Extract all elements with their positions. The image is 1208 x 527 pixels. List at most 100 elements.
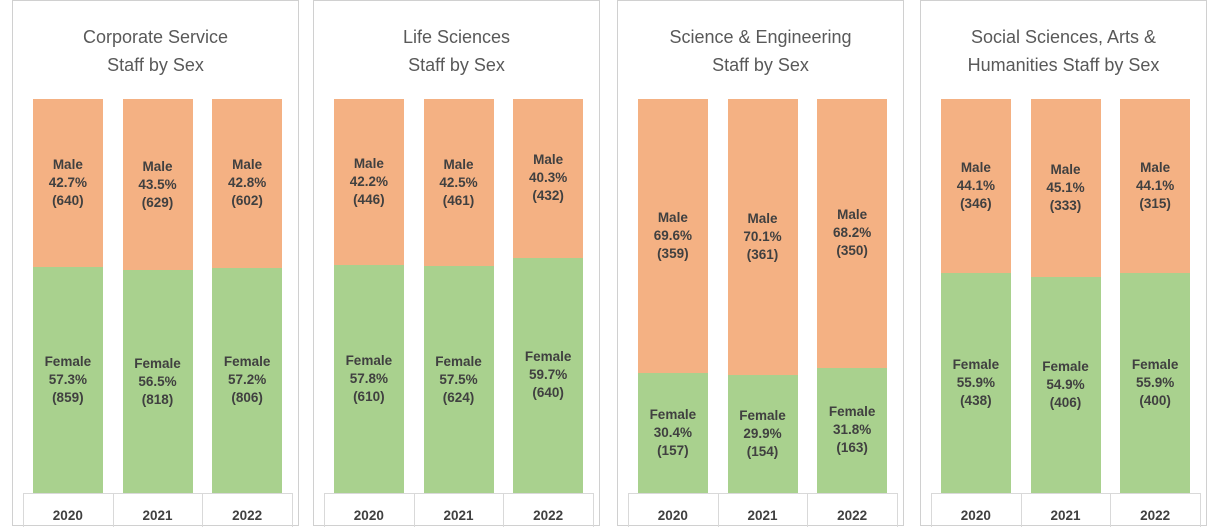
series-name: Male: [747, 211, 778, 227]
x-tick: [112, 493, 114, 527]
bar-segment: [423, 99, 494, 267]
value-label: 40.3%: [529, 170, 568, 186]
x-tick-label: 2021: [747, 508, 778, 523]
count-label: (461): [442, 192, 475, 208]
x-axis-line: [931, 493, 1200, 494]
value-label: 55.9%: [956, 374, 995, 390]
count-label: (157): [657, 443, 689, 459]
count-label: (163): [836, 440, 868, 456]
bar-segment: [513, 99, 584, 258]
count-label: (432): [532, 188, 564, 204]
value-label: 57.5%: [439, 371, 478, 387]
bar-segment: [817, 367, 888, 493]
count-label: (333): [1049, 197, 1082, 213]
value-label: 44.1%: [956, 177, 995, 193]
x-tick: [23, 493, 24, 527]
count-label: (806): [231, 390, 263, 406]
count-label: (438): [960, 392, 992, 408]
x-axis-line: [628, 493, 897, 494]
data-label: Female 57.3% (859): [23, 353, 113, 407]
value-label: 29.9%: [743, 426, 782, 442]
data-label: Female 54.9% (406): [1021, 358, 1111, 412]
data-label: Female 55.9% (400): [1110, 356, 1200, 410]
data-label: Female 30.4% (157): [628, 406, 718, 460]
series-name: Male: [837, 207, 868, 223]
data-label: Female 59.7% (640): [503, 348, 593, 402]
series-name: Female: [1042, 358, 1089, 374]
series-name: Male: [142, 158, 173, 174]
value-label: 44.1%: [1136, 177, 1175, 193]
value-label: 43.5%: [138, 176, 177, 192]
count-label: (361): [746, 247, 779, 263]
value-label: 42.5%: [439, 174, 478, 190]
x-tick: [931, 493, 932, 527]
x-tick: [1200, 493, 1201, 527]
value-label: 54.9%: [1046, 376, 1085, 392]
bar-segment: [32, 267, 103, 493]
chart-panel: Life Sciences Staff by Sex 2020 Female 57.8%…: [313, 0, 600, 527]
chart-title: Social Sciences, Arts &: [970, 27, 1157, 47]
x-tick: [1020, 493, 1022, 527]
bar-segment: [122, 99, 193, 271]
chart-panel: Corporate Service Staff by Sex 2020 Female 5…: [12, 0, 299, 527]
chart-title: Science & Engineering: [669, 27, 852, 47]
series-name: Female: [952, 356, 1000, 372]
x-tick-label: 2020: [52, 508, 83, 523]
series-name: Female: [44, 354, 92, 370]
value-label: 57.8%: [349, 371, 388, 387]
chart-title: Staff by Sex: [408, 55, 505, 75]
value-label: 55.9%: [1136, 374, 1175, 390]
chart-title: Corporate Service: [82, 27, 229, 47]
bar-segment: [423, 266, 494, 493]
series-name: Female: [1131, 356, 1179, 372]
chart-panel: Social Sciences, Arts & Humanities Staff …: [920, 0, 1207, 527]
bar-segment: [1120, 99, 1191, 273]
data-label: Male 70.1% (361): [718, 210, 808, 264]
count-label: (859): [52, 390, 84, 406]
count-label: (315): [1139, 195, 1171, 211]
count-label: (346): [960, 195, 992, 211]
x-tick-label: 2021: [142, 508, 173, 523]
series-name: Female: [524, 349, 572, 365]
series-name: Male: [1140, 159, 1171, 175]
chart-title: Staff by Sex: [107, 55, 204, 75]
bar-segment: [1030, 276, 1101, 493]
count-label: (400): [1139, 392, 1171, 408]
series-name: Female: [649, 407, 697, 423]
bar-segment: [727, 375, 798, 493]
chart-title: Humanities Staff by Sex: [967, 55, 1160, 75]
bar-segment: [212, 267, 283, 493]
series-name: Female: [134, 355, 181, 371]
x-axis-line: [324, 493, 593, 494]
x-tick-label: 2022: [1140, 508, 1171, 523]
value-label: 69.6%: [653, 228, 692, 244]
data-label: Female 31.8% (163): [807, 403, 897, 457]
series-name: Male: [443, 156, 474, 172]
data-label: Male 42.8% (602): [202, 156, 292, 210]
count-label: (629): [141, 194, 174, 210]
x-tick: [628, 493, 629, 527]
count-label: (640): [52, 193, 84, 209]
x-tick: [807, 493, 809, 527]
chart-title: Life Sciences: [402, 27, 511, 47]
data-label: Male 40.3% (432): [503, 151, 593, 205]
value-label: 31.8%: [833, 422, 872, 438]
count-label: (818): [141, 391, 174, 407]
x-tick: [202, 493, 204, 527]
series-name: Female: [435, 353, 482, 369]
data-label: Female 55.9% (438): [931, 356, 1021, 410]
data-label: Male 68.2% (350): [807, 206, 897, 260]
data-label: Male 44.1% (346): [931, 159, 1021, 213]
count-label: (350): [836, 243, 868, 259]
bar-segment: [212, 99, 283, 268]
x-tick: [413, 493, 415, 527]
value-label: 57.2%: [228, 372, 267, 388]
x-tick-label: 2021: [1050, 508, 1081, 523]
bar-segment: [1030, 99, 1101, 277]
value-label: 70.1%: [743, 229, 782, 245]
bar-segment: [1120, 272, 1191, 493]
data-label: Female 57.8% (610): [324, 352, 414, 406]
data-label: Male 45.1% (333): [1021, 161, 1111, 215]
series-name: Female: [223, 354, 271, 370]
